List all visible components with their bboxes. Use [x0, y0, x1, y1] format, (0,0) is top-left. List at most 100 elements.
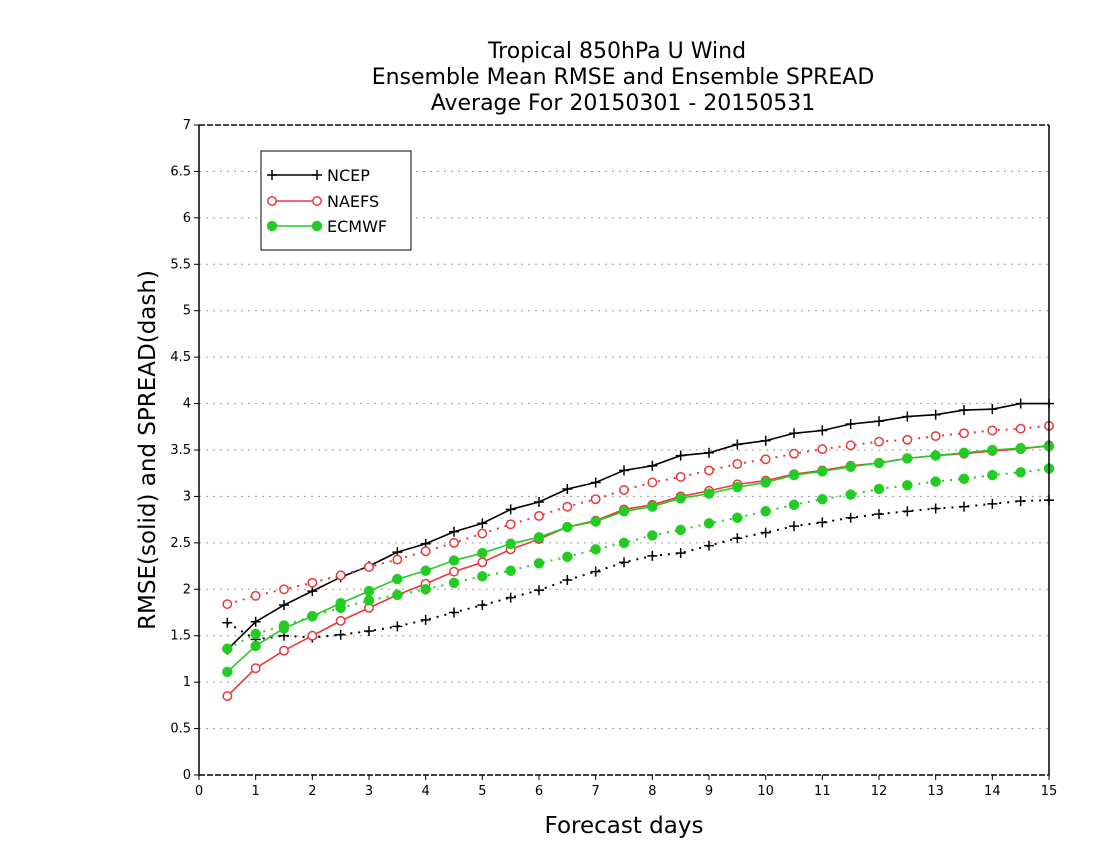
ecmwf-spread-point — [590, 544, 601, 555]
y-tick-label: 1 — [183, 675, 191, 690]
ncep-rmse-point — [505, 504, 516, 515]
ncep-spread-point — [562, 575, 573, 585]
legend-item-ecmwf: ECMWF — [266, 217, 387, 236]
legend: NCEP NAEFS ECMWF — [260, 150, 412, 251]
ncep-spread-point — [420, 614, 431, 625]
ecmwf-spread-point — [703, 518, 715, 529]
legend-label-ncep: NCEP — [327, 166, 370, 185]
ncep-spread-point — [1015, 496, 1026, 507]
x-tick-labels: 0 1 2 3 4 5 6 7 8 9 10 11 12 13 14 15 — [195, 784, 1057, 799]
ncep-spread-point — [534, 585, 544, 596]
ncep-spread-point — [477, 600, 488, 611]
ecmwf-rmse-point — [675, 493, 686, 504]
ncep-spread-point — [647, 550, 658, 561]
naefs-spread-point — [845, 440, 856, 451]
naefs-spread-point — [364, 562, 374, 572]
ncep-rmse-point — [307, 586, 318, 597]
ecmwf-rmse-point — [420, 565, 431, 576]
y-tick-label: 4.5 — [170, 350, 191, 365]
legend-marker-ncep — [312, 170, 322, 180]
naefs-spread-point — [704, 465, 714, 476]
ecmwf-spread-point — [533, 558, 545, 569]
ncep-rmse-point — [732, 439, 743, 450]
x-tick-label: 14 — [984, 784, 1001, 799]
x-tick-label: 13 — [927, 784, 944, 799]
ecmwf-spread-point — [760, 506, 771, 517]
ecmwf-spread-point — [647, 530, 658, 541]
x-tick-label: 11 — [814, 784, 831, 799]
ecmwf-spread-point — [788, 499, 800, 511]
ncep-rmse-point — [449, 526, 459, 537]
y-tick-labels: 0 0.5 1 1.5 2 2.5 3 3.5 4 4.5 5 5.5 6 6.5 7 — [170, 118, 191, 783]
x-tick-label: 5 — [478, 784, 486, 799]
x-tick-label: 15 — [1041, 784, 1058, 799]
ncep-rmse-point — [250, 616, 261, 627]
legend-label-naefs: NAEFS — [327, 192, 379, 211]
ncep-spread-point — [760, 527, 771, 538]
plot-series — [222, 398, 1055, 702]
naefs-rmse-point — [449, 566, 459, 577]
ncep-spread-point — [392, 621, 403, 632]
ecmwf-rmse-point — [477, 547, 488, 559]
y-tick-label: 3.5 — [170, 443, 191, 458]
ecmwf-rmse-point — [732, 481, 743, 493]
x-tick-label: 10 — [757, 784, 774, 799]
x-tick-label: 12 — [871, 784, 888, 799]
ncep-spread-series — [222, 495, 1054, 645]
ncep-spread-point — [590, 566, 601, 577]
ecmwf-rmse-point — [647, 501, 658, 512]
naefs-rmse-point — [477, 557, 488, 568]
ecmwf-rmse-point — [363, 585, 375, 597]
ecmwf-rmse-point — [562, 521, 573, 533]
ecmwf-spread-point — [930, 476, 941, 487]
ncep-rmse-point — [562, 484, 573, 494]
y-tick-label: 7 — [183, 118, 191, 133]
ecmwf-rmse-point — [618, 506, 630, 517]
ncep-rmse-series — [222, 398, 1054, 655]
naefs-spread-point — [817, 444, 828, 455]
ecmwf-rmse-point — [817, 466, 828, 477]
ecmwf-spread-point — [987, 469, 998, 481]
naefs-spread-point — [307, 577, 318, 588]
ncep-spread-point — [959, 501, 969, 512]
naefs-spread-point — [392, 554, 403, 565]
ecmwf-rmse-point — [760, 477, 771, 488]
chart-title-line-1: Tropical 850hPa U Wind — [487, 39, 746, 64]
ncep-rmse-point — [534, 497, 544, 507]
x-axis-title: Forecast days — [545, 813, 704, 839]
naefs-rmse-point — [279, 645, 289, 656]
naefs-spread-point — [335, 570, 346, 581]
ecmwf-spread-point — [562, 551, 573, 563]
ncep-rmse-point — [987, 404, 998, 415]
legend-marker-ncep — [267, 170, 277, 180]
ncep-rmse-point — [477, 518, 488, 529]
naefs-spread-point — [590, 494, 601, 505]
ncep-rmse-point — [789, 428, 799, 439]
naefs-spread-point — [874, 436, 884, 447]
naefs-spread-point — [619, 484, 629, 495]
ecmwf-spread-point — [448, 577, 460, 589]
naefs-rmse-line — [226, 444, 1050, 697]
ecmwf-spread-point — [222, 643, 233, 654]
x-tick-label: 9 — [705, 784, 713, 799]
ecmwf-rmse-point — [533, 532, 545, 543]
ncep-spread-point — [817, 517, 828, 528]
x-tick-label: 2 — [308, 784, 316, 799]
ecmwf-spread-point — [817, 493, 828, 505]
ecmwf-spread-point — [873, 483, 885, 495]
ecmwf-rmse-point — [1015, 442, 1026, 454]
ecmwf-rmse-point — [930, 450, 941, 461]
ecmwf-rmse-point — [335, 597, 346, 609]
ncep-spread-point — [732, 533, 743, 544]
x-tick-label: 8 — [648, 784, 656, 799]
y-axis-title: RMSE(solid) and SPREAD(dash) — [135, 270, 161, 630]
ncep-rmse-point — [959, 405, 969, 416]
legend-marker-naefs — [312, 196, 322, 206]
ecmwf-rmse-point — [958, 447, 970, 459]
ncep-spread-point — [675, 548, 686, 559]
ncep-rmse-point — [760, 435, 771, 446]
ecmwf-spread-point — [392, 589, 403, 601]
naefs-spread-point — [987, 425, 998, 436]
naefs-spread-line — [227, 424, 1050, 606]
naefs-spread-point — [505, 519, 516, 530]
